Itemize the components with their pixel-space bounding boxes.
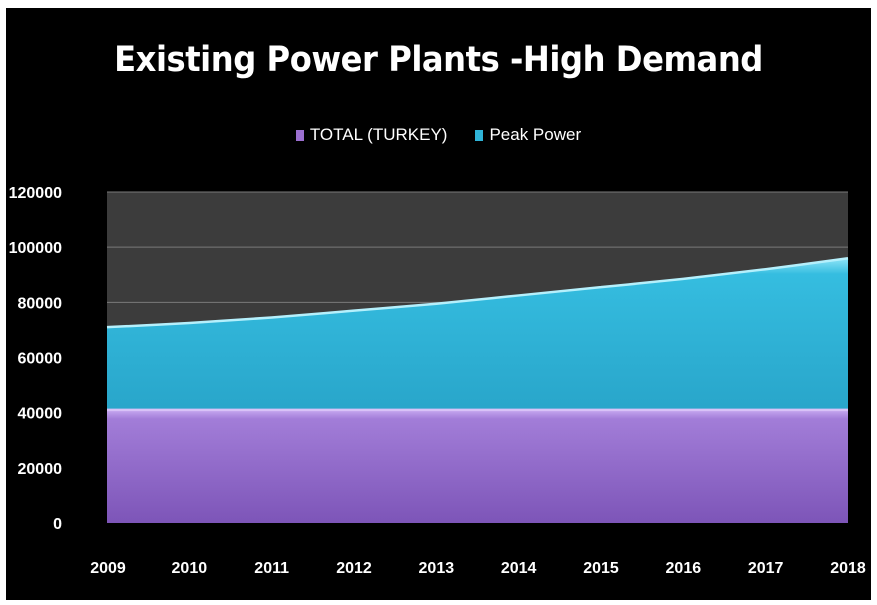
y-tick-label: 20000	[18, 461, 63, 478]
legend-swatch-total-turkey	[295, 129, 304, 141]
chart-legend: TOTAL (TURKEY) Peak Power	[0, 125, 877, 145]
series-areas	[106, 256, 849, 523]
legend-label-peak-power: Peak Power	[489, 125, 582, 144]
x-tick-label: 2012	[336, 560, 372, 577]
x-tick-label: 2013	[419, 560, 455, 577]
x-tick-label: 2010	[172, 560, 208, 577]
x-axis: 2009 2010 2011 2012 2013 2014 2015 2016 2017 2018	[90, 560, 866, 577]
x-tick-label: 2011	[254, 560, 289, 577]
x-tick-label: 2009	[90, 560, 126, 577]
y-tick-label: 40000	[18, 406, 63, 423]
legend-item-total-turkey: TOTAL (TURKEY)	[295, 125, 448, 145]
y-axis: 0 20000 40000 60000 80000 100000 120000	[9, 185, 62, 533]
x-tick-label: 2016	[666, 560, 702, 577]
x-tick-label: 2018	[830, 560, 866, 577]
y-tick-label: 0	[53, 516, 62, 533]
x-tick-label: 2014	[501, 560, 537, 577]
y-tick-label: 60000	[18, 351, 63, 368]
series-line-peak-power	[106, 256, 849, 329]
x-tick-label: 2017	[748, 560, 784, 577]
legend-label-total-turkey: TOTAL (TURKEY)	[309, 125, 448, 144]
series-area-total-turkey	[107, 409, 848, 523]
legend-swatch-peak-power	[475, 129, 484, 141]
chart-title: Existing Power Plants -High Demand	[114, 40, 763, 80]
y-tick-label: 120000	[9, 185, 62, 202]
y-tick-label: 100000	[9, 240, 62, 257]
x-tick-label: 2015	[583, 560, 619, 577]
legend-item-peak-power: Peak Power	[475, 125, 581, 145]
y-tick-label: 80000	[18, 295, 63, 312]
